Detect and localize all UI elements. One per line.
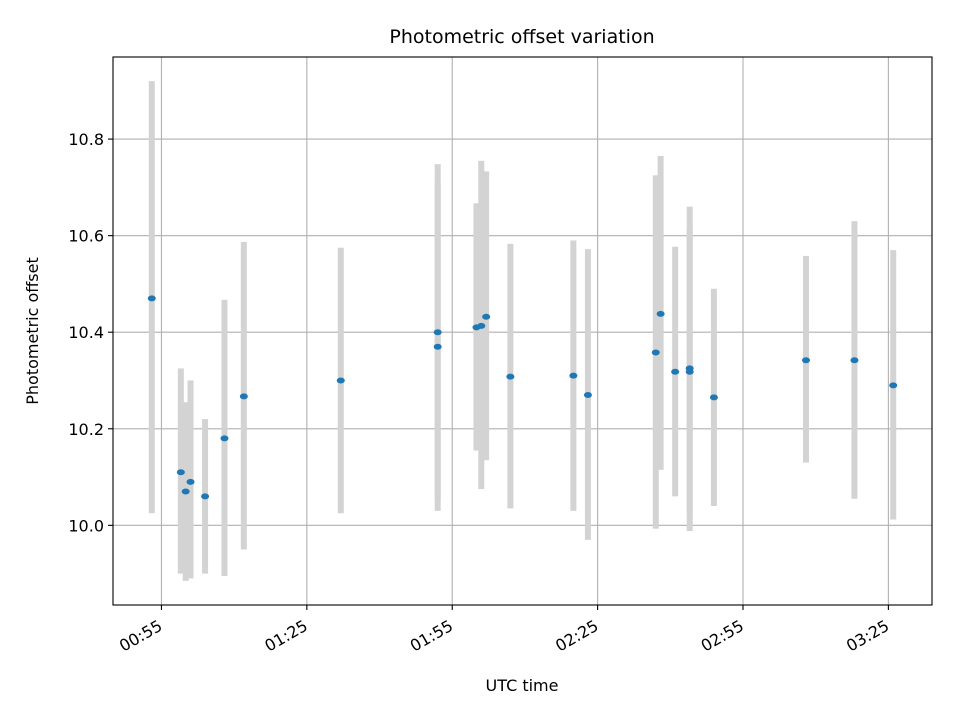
data-point [850,357,859,364]
data-point [147,295,156,302]
plot-frame [112,56,933,606]
data-point [506,373,515,380]
x-axis-title: UTC time [486,676,559,695]
y-tick-label: 10.8 [68,130,104,149]
data-point [181,488,190,495]
data-point [176,469,185,476]
y-tick-label: 10.6 [68,227,104,246]
y-axis-ticks: 10.0 10.2 10.4 10.6 10.8 [68,130,113,535]
data-point [656,310,665,317]
data-point [802,357,810,364]
chart-title: Photometric offset variation [389,26,654,48]
data-point [685,368,694,375]
y-tick-label: 10.2 [68,420,104,439]
y-tick-label: 10.0 [68,516,104,535]
data-points [147,295,898,500]
data-point [583,391,592,398]
data-point [671,368,680,375]
data-point [220,435,229,442]
data-point [651,349,660,356]
y-axis-title: Photometric offset [23,257,42,405]
data-point [709,394,718,401]
data-point [336,377,345,384]
y-tick-label: 10.4 [68,323,104,342]
grid-lines [113,57,932,605]
data-point [569,372,578,379]
data-point [889,382,898,389]
data-point [477,322,486,329]
data-point [433,343,442,350]
data-point [482,313,491,320]
data-point [433,329,442,336]
data-point [186,478,195,485]
data-point [239,393,248,400]
data-point [201,493,210,500]
